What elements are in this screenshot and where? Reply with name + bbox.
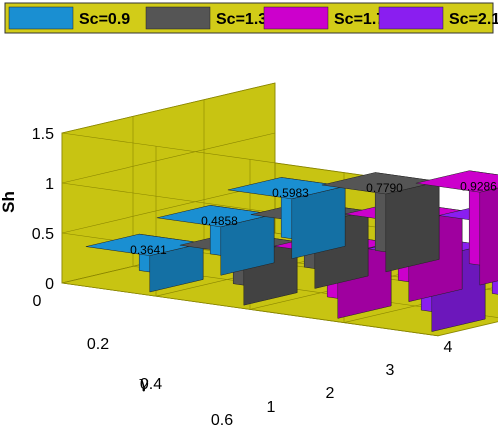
gamma-tick-label: 0.2	[87, 336, 109, 353]
legend-item: Sc=1.7	[263, 6, 385, 30]
data-label: 0.5983	[272, 186, 309, 200]
z-tick-label: 0.5	[32, 226, 54, 243]
x-tick-label: 2	[326, 385, 335, 402]
chart-bars: 0.36410.51050.63230.73860.48580.65010.78…	[85, 170, 498, 332]
gamma-tick-label: 0.6	[211, 412, 233, 427]
legend-item: Sc=1.3	[145, 6, 267, 30]
grid-line-gamma	[274, 83, 498, 265]
data-label: 0.9286	[460, 179, 497, 193]
axis-ticks: 0 0.5 1 1.5 Sh 0 0.2 0.4 0.6 γ 1 2 3 4	[0, 126, 453, 427]
legend-label: Sc=0.9	[79, 11, 130, 28]
gamma-axis-label: γ	[139, 373, 149, 393]
gamma-tick-label: 0	[33, 293, 42, 310]
z-axis-label: Sh	[0, 191, 18, 213]
x-tick-label: 1	[267, 399, 276, 416]
gamma-tick-label: 0.4	[140, 376, 162, 393]
bar-Sc1.7-2: 0.9286	[415, 170, 498, 286]
grid-line-z	[61, 82, 439, 187]
legend-label: Sc=1.3	[216, 11, 267, 28]
legend-label: Sc=1.7	[334, 11, 385, 28]
legend-label: Sc=2.1	[449, 11, 498, 28]
x-tick-label: 4	[444, 339, 453, 356]
bar-Sc0.9-1: 0.4858	[156, 205, 275, 276]
bar-Sc1.3-2: 0.7790	[321, 172, 440, 273]
data-label: 0.3641	[130, 243, 167, 257]
bar-Sc0.9-2: 0.5983	[227, 177, 346, 260]
bar-top-face	[415, 170, 498, 193]
z-tick-label: 0	[45, 276, 54, 293]
data-label: 0.7790	[366, 181, 403, 195]
legend-swatch	[263, 6, 329, 30]
z-tick-label: 1	[45, 176, 54, 193]
data-label: 0.4858	[201, 214, 238, 228]
bar-side-face	[479, 187, 498, 286]
legend-swatch	[8, 6, 74, 30]
legend-swatch	[378, 6, 444, 30]
z-tick-label: 1.5	[32, 126, 54, 143]
legend: Sc=0.9 Sc=1.3 Sc=1.7 Sc=2.1	[4, 2, 498, 34]
legend-item: Sc=0.9	[8, 6, 130, 30]
x-tick-label: 3	[386, 362, 395, 379]
legend-swatch	[145, 6, 211, 30]
legend-item: Sc=2.1	[378, 6, 498, 30]
